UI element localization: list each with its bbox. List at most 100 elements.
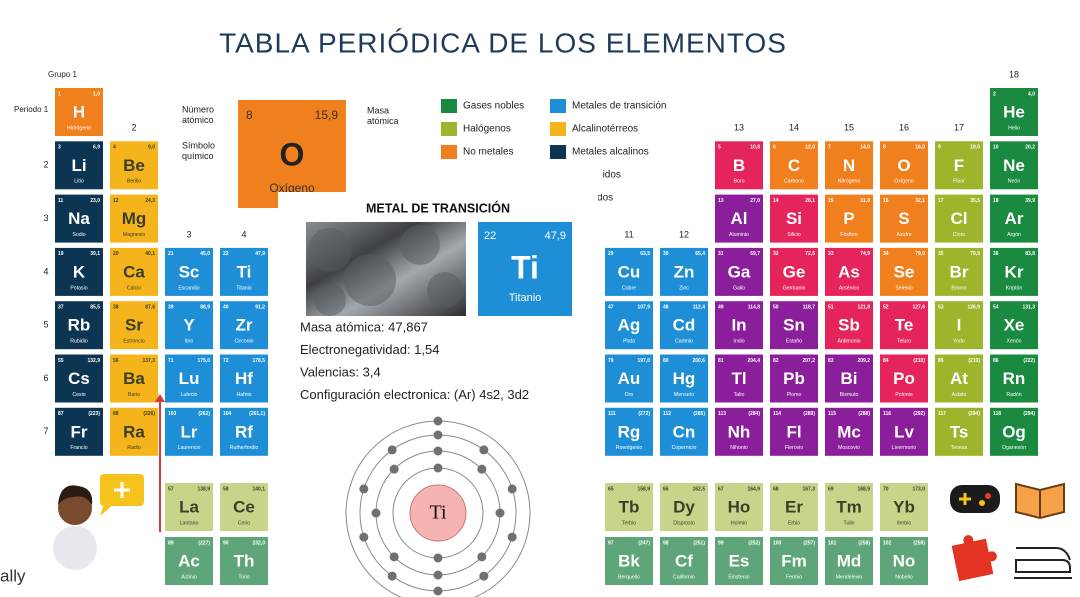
element-cell: 29 63,5 Cu Cobre <box>605 247 653 296</box>
cell-name: Azufre <box>897 232 912 238</box>
element-cell: 88 (226) Ra Radio <box>110 407 158 456</box>
cell-symbol: B <box>733 156 745 175</box>
element-cell: 118 (294) Og Oganesón <box>990 407 1038 456</box>
cell-bg <box>990 354 1038 403</box>
cell-name: Indio <box>733 339 744 345</box>
element-cell: 58 140,1 Ce Cerio <box>220 483 268 531</box>
cell-number: 4 <box>113 145 116 151</box>
cell-name: Bismuto <box>840 392 859 398</box>
cell-name: Sodio <box>72 232 85 238</box>
cell-name: Oganesón <box>1002 445 1026 451</box>
popup-photo-rock <box>314 284 346 316</box>
cell-symbol: Tb <box>619 497 640 516</box>
element-cell: 55 132,9 Cs Cesio <box>55 354 103 403</box>
bohr-electron <box>477 552 487 562</box>
cell-number: 86 <box>993 358 999 364</box>
cell-mass: 107,9 <box>637 305 650 311</box>
popup-photo-rock <box>344 254 396 306</box>
cell-mass: 178,5 <box>252 358 265 364</box>
cell-bg <box>220 407 268 456</box>
cell-bg <box>880 407 928 456</box>
element-cell: 33 74,9As Arsénico <box>825 247 873 296</box>
element-cell: 116 (292) Lv Livermorio <box>880 407 928 456</box>
icon-puzzle <box>951 535 997 582</box>
cell-name: Potasio <box>70 285 87 291</box>
cell-mass: 9,0 <box>148 145 155 151</box>
cell-name: Neón <box>1008 179 1021 185</box>
cell-name: Tulio <box>843 520 854 526</box>
cell-bg <box>165 301 213 350</box>
cell-number: 89 <box>168 540 174 546</box>
cell-symbol: He <box>1003 102 1025 121</box>
cell-symbol: Rg <box>618 422 641 441</box>
cell-mass: 20,2 <box>1025 145 1035 151</box>
cell-name: Talio <box>734 392 745 398</box>
cell-symbol: Te <box>895 316 914 335</box>
cell-number: 80 <box>663 358 669 364</box>
cell-mass: 121,8 <box>857 305 870 311</box>
cell-mass: (261,1) <box>249 411 265 417</box>
cell-name: Torio <box>238 574 249 580</box>
cell-symbol: O <box>897 156 910 175</box>
cell-mass: 164,9 <box>747 486 760 492</box>
cell-bg <box>880 194 928 243</box>
cell-number: 65 <box>608 486 614 492</box>
element-cell: 56 137,3 Ba Bario <box>110 354 158 403</box>
element-cell: 3 6,9 Li Litio <box>55 141 103 190</box>
cell-symbol: Lv <box>894 422 914 441</box>
cell-mass: 204,4 <box>747 358 760 364</box>
cell-symbol: At <box>950 369 968 388</box>
cell-bg <box>825 407 873 456</box>
cell-mass: 127,6 <box>912 305 925 311</box>
cell-name: Disprosio <box>673 520 695 526</box>
cell-mass: (272) <box>638 411 650 417</box>
cell-mass: (289) <box>803 411 815 417</box>
group-axis-label: Grupo 1 <box>48 70 77 79</box>
element-cell: 115 (288) Mc Moscovio <box>825 407 873 456</box>
icon-gamepad-dpad <box>959 493 971 505</box>
cell-name: Cerio <box>238 520 251 526</box>
cell-name: Carbono <box>784 179 804 185</box>
legend-clip <box>428 168 602 194</box>
cell-symbol: Al <box>731 209 748 228</box>
legend-label: Alcalinotérreos <box>572 124 638 135</box>
cell-name: Actinio <box>181 574 197 580</box>
element-cell: 31 69,7 Ga Galio <box>715 247 763 296</box>
cell-number: 37 <box>58 305 64 311</box>
bohr-electron <box>477 464 487 474</box>
cell-mass: 31,0 <box>860 198 870 204</box>
legend-label: No metales <box>463 147 514 158</box>
element-cell: 16 32,1 S Azufre <box>880 194 928 243</box>
cell-symbol: Dy <box>673 497 695 516</box>
cell-number: 47 <box>608 305 614 311</box>
cell-symbol: La <box>179 497 199 516</box>
cell-symbol: Li <box>71 156 86 175</box>
cell-mass: 138,9 <box>197 486 210 492</box>
cell-symbol: Pb <box>783 369 805 388</box>
cell-name: Litio <box>74 179 84 185</box>
legend-label: Halógenos <box>463 124 511 135</box>
bohr-electron <box>433 570 443 580</box>
cell-bg <box>220 483 268 531</box>
cell-mass: 4,0 <box>1028 91 1035 97</box>
cell-number: 22 <box>223 251 229 257</box>
cell-symbol: Sr <box>125 316 143 335</box>
cell-number: 13 <box>718 198 724 204</box>
popup-card-name: Titanio <box>509 292 542 304</box>
cell-number: 56 <box>113 358 119 364</box>
cell-name: Mercurio <box>674 392 694 398</box>
cell-name: Teluro <box>897 339 911 345</box>
cell-symbol: Se <box>894 262 915 281</box>
bohr-electron <box>389 552 399 562</box>
avatar-head <box>58 491 92 525</box>
element-cell: 68 167,3 Er Erbio <box>770 483 818 531</box>
key-name: Oxígeno <box>269 181 315 195</box>
period-label: 2 <box>43 160 48 170</box>
element-cell: 86 (222) Rn Radón <box>990 354 1038 403</box>
cell-number: 30 <box>663 251 669 257</box>
cell-name: Radio <box>127 445 141 451</box>
cell-symbol: Cu <box>618 262 641 281</box>
cell-name: Antimonio <box>837 339 860 345</box>
cell-mass: 207,2 <box>802 358 815 364</box>
cell-symbol: Md <box>837 551 862 570</box>
